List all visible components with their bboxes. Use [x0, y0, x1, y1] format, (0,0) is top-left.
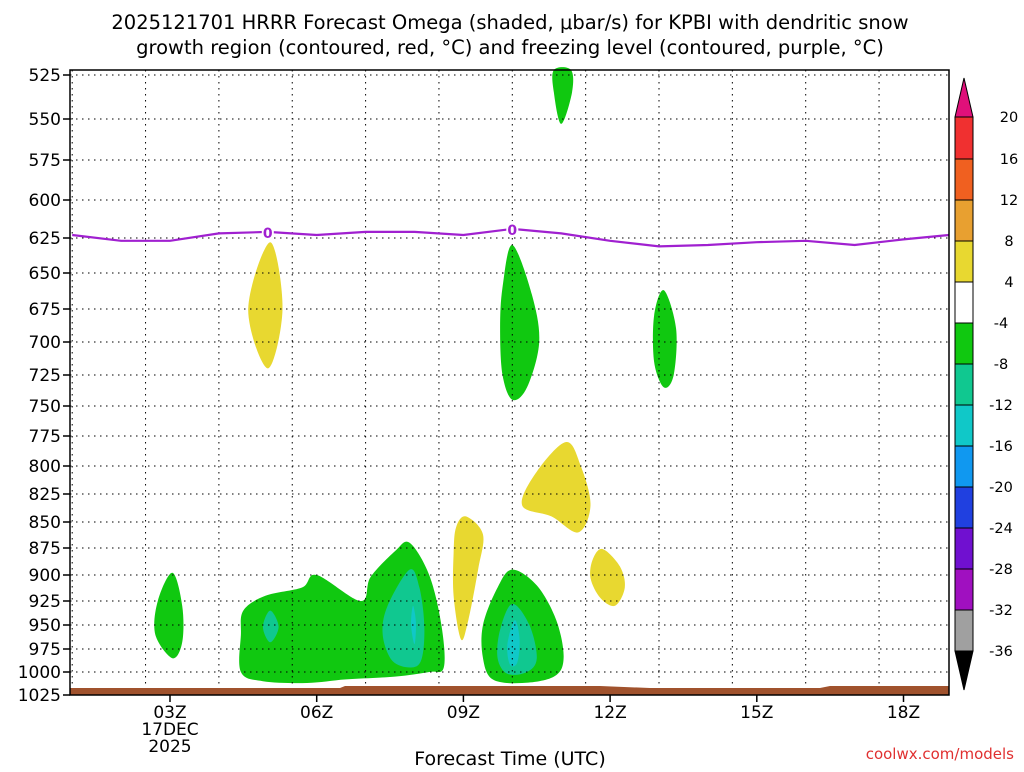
surface-strip	[70, 686, 949, 695]
freezing-label-bg	[261, 223, 274, 239]
omega-shaded-regions	[154, 67, 677, 684]
grid-lines	[70, 70, 949, 695]
omega-region-yellow-1200	[590, 548, 625, 607]
y-tick-label: 1025	[18, 686, 61, 706]
colorbar-tick-label: -16	[989, 439, 1013, 455]
colorbar-band	[954, 281, 974, 324]
credit-text[interactable]: coolwx.com/models	[866, 745, 1014, 763]
y-tick-label: 1000	[18, 663, 61, 683]
colorbar-tick-label: 8	[1004, 234, 1013, 250]
omega-region-cyan-0800	[411, 605, 417, 645]
y-tick-label: 875	[29, 539, 61, 559]
omega-region-yellow-1030	[521, 441, 591, 533]
y-tick-label: 575	[29, 151, 61, 171]
omega-region-yellow-0500	[248, 242, 283, 369]
y-axis-pressure-ticks: 525 550 575 600 625 650 675 700 725 750 775 800 825 8…	[18, 66, 70, 706]
x-tick-label: 12Z	[593, 703, 626, 723]
x-tick-sublabel: 17DEC	[141, 720, 198, 740]
y-tick-label: 550	[29, 110, 61, 130]
y-tick-label: 775	[29, 427, 61, 447]
x-tick-sublabel: 2025	[148, 737, 191, 757]
colorbar-tick-label: -32	[989, 603, 1013, 619]
colorbar-band	[954, 158, 974, 201]
freezing-label-bg	[506, 220, 519, 236]
surface-ground	[70, 686, 949, 695]
x-tick-label: 15Z	[740, 703, 773, 723]
colorbar-band	[954, 404, 974, 447]
omega-region-green-0300	[154, 572, 184, 659]
omega-region-cyan-1000	[507, 620, 520, 667]
y-tick-label: 950	[29, 616, 61, 636]
colorbar-band	[954, 486, 974, 529]
freezing-level-label: 0	[263, 226, 273, 242]
y-tick-label: 750	[29, 397, 61, 417]
y-tick-label: 600	[29, 191, 61, 211]
colorbar-tick-label: -8	[994, 357, 1008, 373]
omega-region-green-1300	[652, 290, 677, 388]
colorbar-tick-label: 16	[1000, 152, 1018, 168]
colorbar-tick-label: -4	[994, 316, 1008, 332]
y-tick-label: 675	[29, 300, 61, 320]
y-tick-label: 625	[29, 229, 61, 249]
colorbar-tick-label: -28	[989, 562, 1013, 578]
colorbar-top-arrow	[954, 77, 974, 118]
y-tick-label: 525	[29, 66, 61, 86]
chart-title-line-1: 2025121701 HRRR Forecast Omega (shaded, …	[111, 11, 908, 34]
colorbar-band	[954, 363, 974, 406]
y-tick-label: 975	[29, 640, 61, 660]
freezing-level-label: 0	[507, 223, 517, 239]
y-tick-label: 800	[29, 457, 61, 477]
x-tick-label: 18Z	[887, 703, 920, 723]
y-tick-label: 900	[29, 566, 61, 586]
colorbar-tick-label: 12	[1000, 193, 1018, 209]
y-tick-label: 650	[29, 264, 61, 284]
colorbar-tick-label: 20	[1000, 110, 1018, 126]
plot-frame	[69, 69, 950, 696]
colorbar-band	[954, 240, 974, 283]
chart-title-line-2: growth region (contoured, red, °C) and f…	[136, 36, 884, 59]
colorbar-band	[954, 199, 974, 242]
colorbar-tick-label: -20	[989, 480, 1013, 496]
colorbar-band	[954, 322, 974, 365]
y-tick-label: 925	[29, 592, 61, 612]
y-tick-label: 850	[29, 513, 61, 533]
colorbar-tick-label: -12	[989, 398, 1013, 414]
colorbar-tick-label: -36	[989, 644, 1013, 660]
y-tick-label: 825	[29, 485, 61, 505]
omega-region-yellow-0900	[452, 516, 484, 641]
colorbar-band	[954, 116, 974, 160]
y-tick-label: 700	[29, 333, 61, 353]
colorbar-band	[954, 445, 974, 488]
colorbar: 20 16 12 8 4 -4 -8 -12 -16 -20 -24 -28 -32 -36	[954, 77, 1018, 691]
omega-region-green-upper	[552, 67, 574, 124]
colorbar-band	[954, 568, 974, 611]
y-tick-label: 725	[29, 366, 61, 386]
x-tick-label: 06Z	[300, 703, 333, 723]
colorbar-tick-label: -24	[989, 521, 1013, 537]
x-tick-label: 03Z	[153, 703, 186, 723]
x-tick-label: 09Z	[447, 703, 480, 723]
colorbar-tick-label: 4	[1004, 275, 1013, 291]
colorbar-band	[954, 527, 974, 570]
colorbar-bottom-arrow	[954, 650, 974, 691]
omega-region-teal-0510	[262, 610, 279, 643]
colorbar-band	[954, 609, 974, 652]
x-axis-label: Forecast Time (UTC)	[414, 748, 605, 768]
omega-region-green-1000	[500, 244, 540, 401]
